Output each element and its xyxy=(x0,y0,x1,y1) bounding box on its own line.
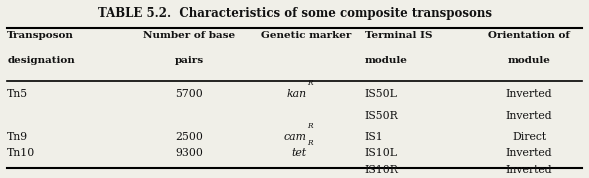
Text: module: module xyxy=(365,56,408,65)
Text: R: R xyxy=(307,79,312,87)
Text: TABLE 5.2.  Characteristics of some composite transposons: TABLE 5.2. Characteristics of some compo… xyxy=(98,7,491,20)
Text: Transposon: Transposon xyxy=(7,31,74,40)
Text: Inverted: Inverted xyxy=(506,89,552,99)
Text: IS1: IS1 xyxy=(365,132,383,142)
Text: tet: tet xyxy=(291,148,306,158)
Text: R: R xyxy=(307,122,312,130)
Text: designation: designation xyxy=(7,56,75,65)
Text: IS50L: IS50L xyxy=(365,89,398,99)
Text: 5700: 5700 xyxy=(175,89,203,99)
Text: IS10L: IS10L xyxy=(365,148,398,158)
Text: Orientation of: Orientation of xyxy=(488,31,570,40)
Text: Tn5: Tn5 xyxy=(7,89,28,99)
Text: R: R xyxy=(307,138,312,146)
Text: Tn9: Tn9 xyxy=(7,132,28,142)
Text: Genetic marker: Genetic marker xyxy=(261,31,352,40)
Text: Inverted: Inverted xyxy=(506,165,552,175)
Text: IS50R: IS50R xyxy=(365,111,399,121)
Text: pairs: pairs xyxy=(174,56,204,65)
Text: 9300: 9300 xyxy=(175,148,203,158)
Text: Number of base: Number of base xyxy=(143,31,235,40)
Text: 2500: 2500 xyxy=(175,132,203,142)
Text: module: module xyxy=(508,56,551,65)
Text: Direct: Direct xyxy=(512,132,546,142)
Text: Terminal IS: Terminal IS xyxy=(365,31,432,40)
Text: Inverted: Inverted xyxy=(506,148,552,158)
Text: Inverted: Inverted xyxy=(506,111,552,121)
Text: kan: kan xyxy=(286,89,306,99)
Text: cam: cam xyxy=(283,132,306,142)
Text: Tn10: Tn10 xyxy=(7,148,35,158)
Text: IS10R: IS10R xyxy=(365,165,399,175)
